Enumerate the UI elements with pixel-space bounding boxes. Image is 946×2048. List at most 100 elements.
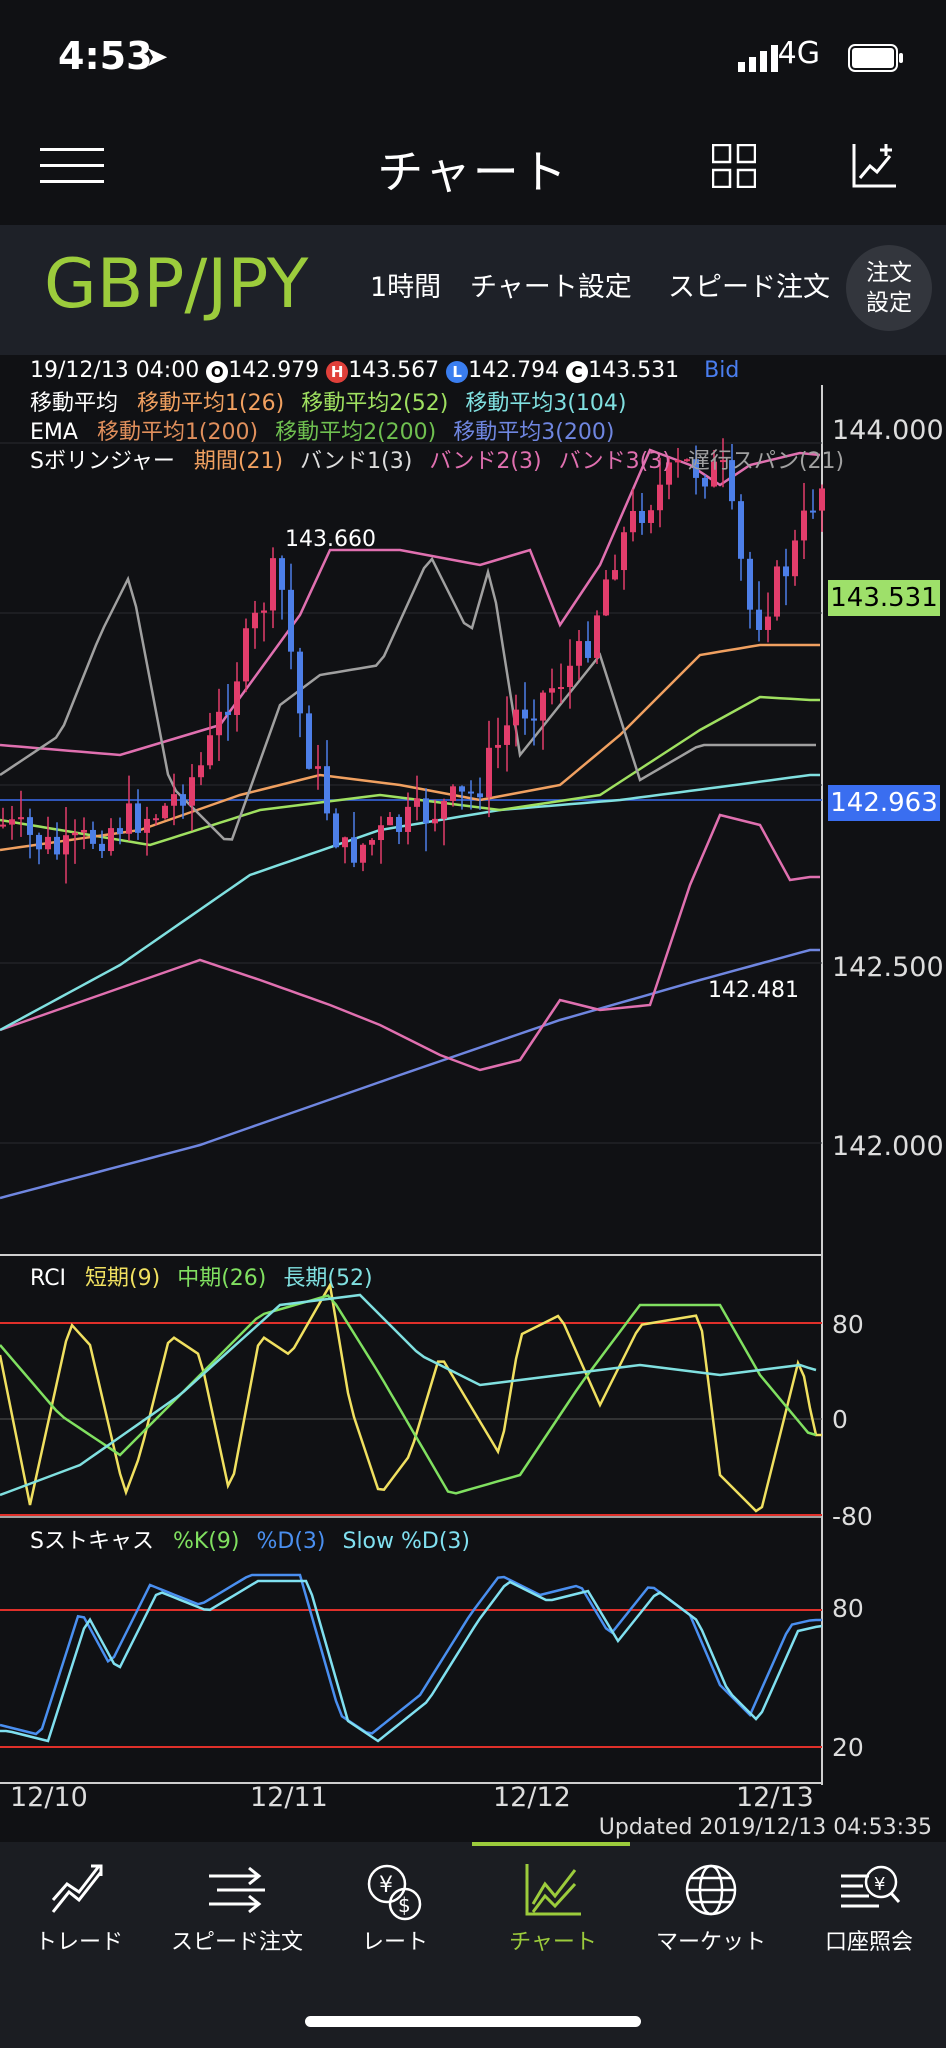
price-side: Bid	[704, 358, 740, 383]
price-chart	[0, 438, 825, 1200]
candle-body	[504, 725, 510, 745]
status-bar: 4:53 ➤ 4G	[0, 0, 946, 110]
candle-body	[18, 817, 24, 820]
candle-body	[63, 835, 69, 855]
tab-bar: トレード スピード注文 ¥ $ レート チャート マーケット ¥ 口座照会	[0, 1842, 946, 2048]
order-settings-button[interactable]: 注文 設定	[846, 245, 932, 331]
order-settings-label-1: 注文	[866, 260, 912, 286]
tab-rate[interactable]: ¥ $ レート	[316, 1842, 474, 1992]
candle-body	[153, 818, 159, 821]
tab-trade[interactable]: トレード	[0, 1842, 158, 1992]
rci-long-legend: 長期(52)	[283, 1266, 373, 1291]
chart-settings-button[interactable]: チャート設定	[470, 272, 632, 303]
close-badge: C	[566, 361, 589, 383]
candle-body	[549, 688, 555, 693]
tab-market[interactable]: マーケット	[632, 1842, 790, 1992]
sma2-line	[0, 695, 820, 847]
grid-layout-icon[interactable]	[712, 144, 756, 188]
candle-body	[567, 665, 573, 688]
candle-body	[45, 836, 51, 850]
pair-toolbar: GBP/JPY 1時間 チャート設定 スピード注文 注文 設定	[0, 225, 946, 355]
candle-body	[675, 460, 681, 463]
rci-legend[interactable]: RCI 短期(9) 中期(26) 長期(52)	[30, 1260, 373, 1292]
candle-body	[333, 813, 339, 848]
lagging-span-line	[0, 556, 816, 841]
candle-body	[90, 829, 96, 844]
add-indicator-icon[interactable]	[852, 142, 898, 188]
candle-body	[360, 844, 366, 863]
hamburger-menu-icon[interactable]	[40, 148, 104, 184]
bb-period-legend: 期間(21)	[193, 449, 284, 474]
candle-body	[729, 460, 735, 502]
close-price-tag: 143.531	[828, 580, 940, 616]
account-icon: ¥	[841, 1865, 901, 1908]
rci-axis-label: 0	[832, 1405, 848, 1434]
ema1-legend: 移動平均1(200)	[96, 420, 259, 445]
speed-order-button[interactable]: スピード注文	[668, 272, 830, 303]
candle-body	[0, 824, 6, 827]
stoch-d-line	[0, 1573, 822, 1736]
stoch-d-legend: %D(3)	[256, 1529, 326, 1554]
stoch-legend[interactable]: Sストキャス %K(9) %D(3) Slow %D(3)	[30, 1523, 470, 1555]
ema-legend[interactable]: EMA 移動平均1(200) 移動平均2(200) 移動平均3(200)	[30, 414, 614, 446]
candle-body	[423, 798, 429, 824]
order-settings-label-2: 設定	[866, 290, 912, 316]
price-axis-label: 142.000	[832, 1131, 944, 1162]
candle-body	[9, 819, 15, 825]
speed-order-icon	[209, 1866, 265, 1914]
candle-body	[216, 711, 222, 736]
x-axis-label: 12/11	[250, 1782, 328, 1813]
sma-legend-label: 移動平均	[30, 391, 119, 416]
candle-body	[162, 805, 168, 819]
candle-body	[270, 558, 276, 611]
network-type: 4G	[777, 36, 820, 71]
candle-body	[207, 735, 213, 766]
svg-text:¥: ¥	[874, 1874, 885, 1895]
bb-upper	[0, 448, 821, 757]
stochastic-chart	[0, 1573, 823, 1748]
candle-body	[27, 817, 33, 835]
candle-body	[648, 510, 654, 523]
high-badge: H	[326, 361, 349, 383]
rci-short-line	[0, 1281, 822, 1513]
tab-speed-order[interactable]: スピード注文	[158, 1842, 316, 1992]
candle-body	[81, 829, 87, 833]
candle-body	[531, 718, 537, 721]
chart-area[interactable]	[0, 355, 946, 1845]
bb-band1-legend: バンド1(3)	[300, 449, 413, 474]
active-tab-indicator	[472, 1842, 630, 1846]
stoch-axis-label: 20	[832, 1733, 864, 1762]
candle-body	[711, 461, 717, 487]
tab-account[interactable]: ¥ 口座照会	[790, 1842, 946, 1992]
price-axis-label: 142.500	[832, 952, 944, 983]
sma-legend[interactable]: 移動平均 移動平均1(26) 移動平均2(52) 移動平均3(104)	[30, 385, 627, 417]
tab-chart[interactable]: チャート	[474, 1842, 632, 1992]
bollinger-legend[interactable]: Sボリンジャー 期間(21) バンド1(3) バンド2(3) バンド3(3) 遅…	[30, 443, 844, 475]
candle-body	[243, 628, 249, 682]
bb-lower	[0, 813, 820, 1072]
currency-pair[interactable]: GBP/JPY	[44, 245, 309, 324]
candle-body	[369, 840, 375, 845]
candle-body	[693, 459, 699, 478]
rci-axis-label: -80	[832, 1502, 873, 1531]
stoch-k-legend: %K(9)	[172, 1529, 240, 1554]
market-icon	[685, 1864, 737, 1916]
candle-body	[180, 794, 186, 806]
candle-body	[765, 616, 771, 630]
candle-body	[387, 816, 393, 826]
candle-body	[540, 692, 546, 721]
candle-body	[702, 477, 708, 487]
rci-short-legend: 短期(9)	[85, 1266, 161, 1291]
x-axis-label: 12/13	[736, 1782, 814, 1813]
candle-body	[108, 828, 114, 852]
interval-button[interactable]: 1時間	[370, 272, 442, 303]
sma1-legend: 移動平均1(26)	[137, 391, 285, 416]
signal-icon	[738, 45, 778, 72]
x-axis-label: 12/12	[493, 1782, 571, 1813]
candle-body	[189, 777, 195, 806]
ema-legend-label: EMA	[30, 420, 78, 445]
x-axis-label: 12/10	[10, 1782, 88, 1813]
candle-body	[324, 766, 330, 814]
bb-band3-legend: バンド3(3)	[558, 449, 671, 474]
stoch-legend-label: Sストキャス	[30, 1529, 154, 1554]
